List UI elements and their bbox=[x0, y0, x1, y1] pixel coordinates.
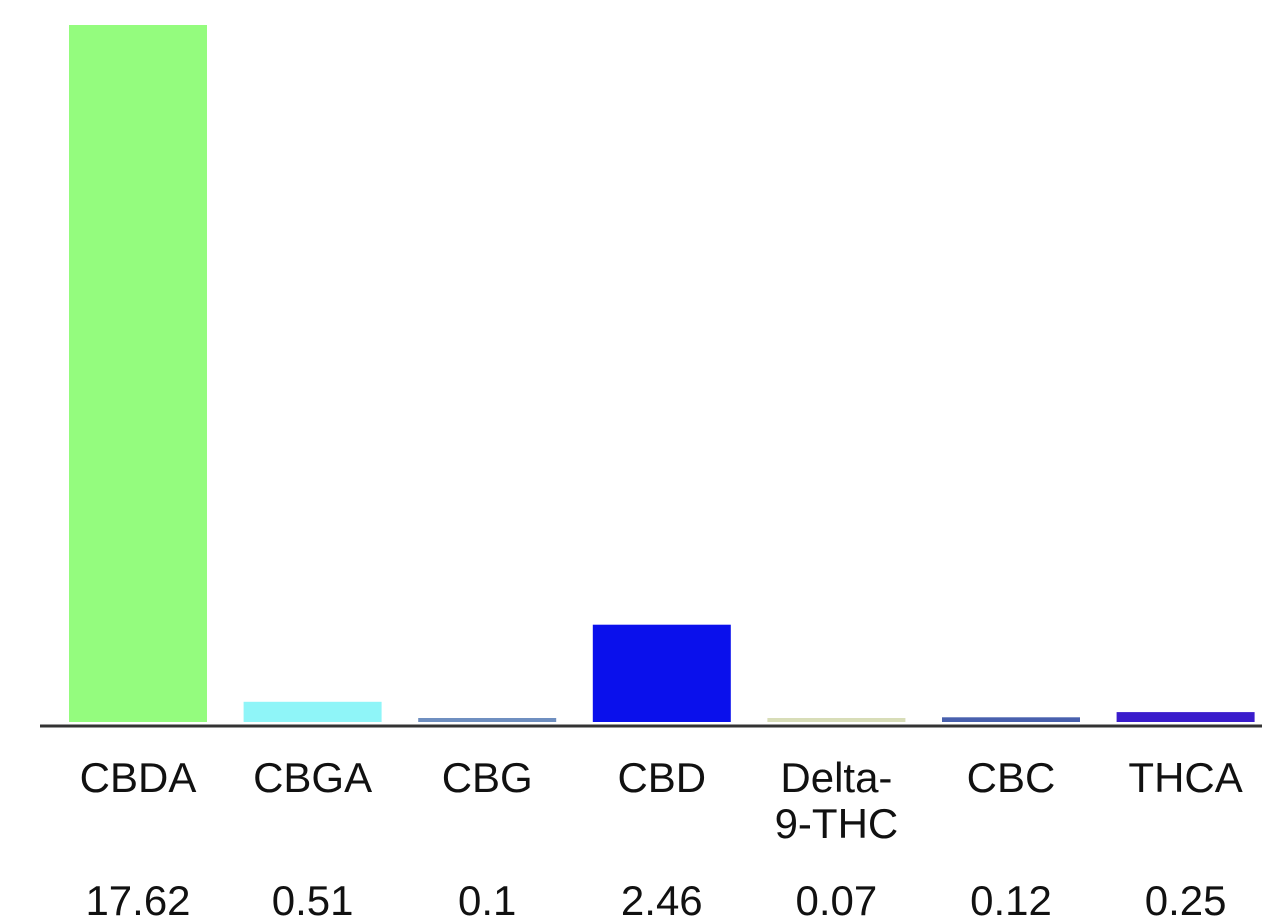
bar-cbc bbox=[942, 717, 1080, 722]
category-label-cbc: CBC bbox=[967, 754, 1056, 801]
bar-cbda bbox=[69, 25, 207, 722]
bar-cbg bbox=[418, 718, 557, 722]
value-label-thca: 0.25 bbox=[1145, 877, 1227, 923]
bars-group bbox=[69, 25, 1255, 722]
value-label-cbda: 17.62 bbox=[85, 877, 190, 923]
category-label-thca: THCA bbox=[1128, 754, 1242, 801]
bar-cbd bbox=[592, 624, 731, 722]
value-labels-group: 17.62 0.51 0.1 2.46 0.07 0.12 0.25 bbox=[85, 877, 1226, 923]
category-label-delta-9-thc: Delta-9-THC bbox=[775, 754, 899, 847]
bar-delta-9-thc bbox=[767, 718, 906, 722]
value-label-cbga: 0.51 bbox=[272, 877, 354, 923]
category-label-cbg: CBG bbox=[442, 754, 533, 801]
value-label-cbd: 2.46 bbox=[621, 877, 703, 923]
bar-thca bbox=[1116, 712, 1255, 722]
category-label-cbda: CBDA bbox=[80, 754, 197, 801]
value-label-cbg: 0.1 bbox=[458, 877, 516, 923]
category-labels-group: CBDA CBGA CBG CBD Delta-9-THC CBC THCA bbox=[80, 754, 1243, 847]
value-label-delta-9-thc: 0.07 bbox=[796, 877, 878, 923]
value-label-cbc: 0.12 bbox=[970, 877, 1052, 923]
category-label-cbga: CBGA bbox=[253, 754, 372, 801]
category-label-cbd: CBD bbox=[617, 754, 706, 801]
bar-cbga bbox=[243, 701, 382, 722]
